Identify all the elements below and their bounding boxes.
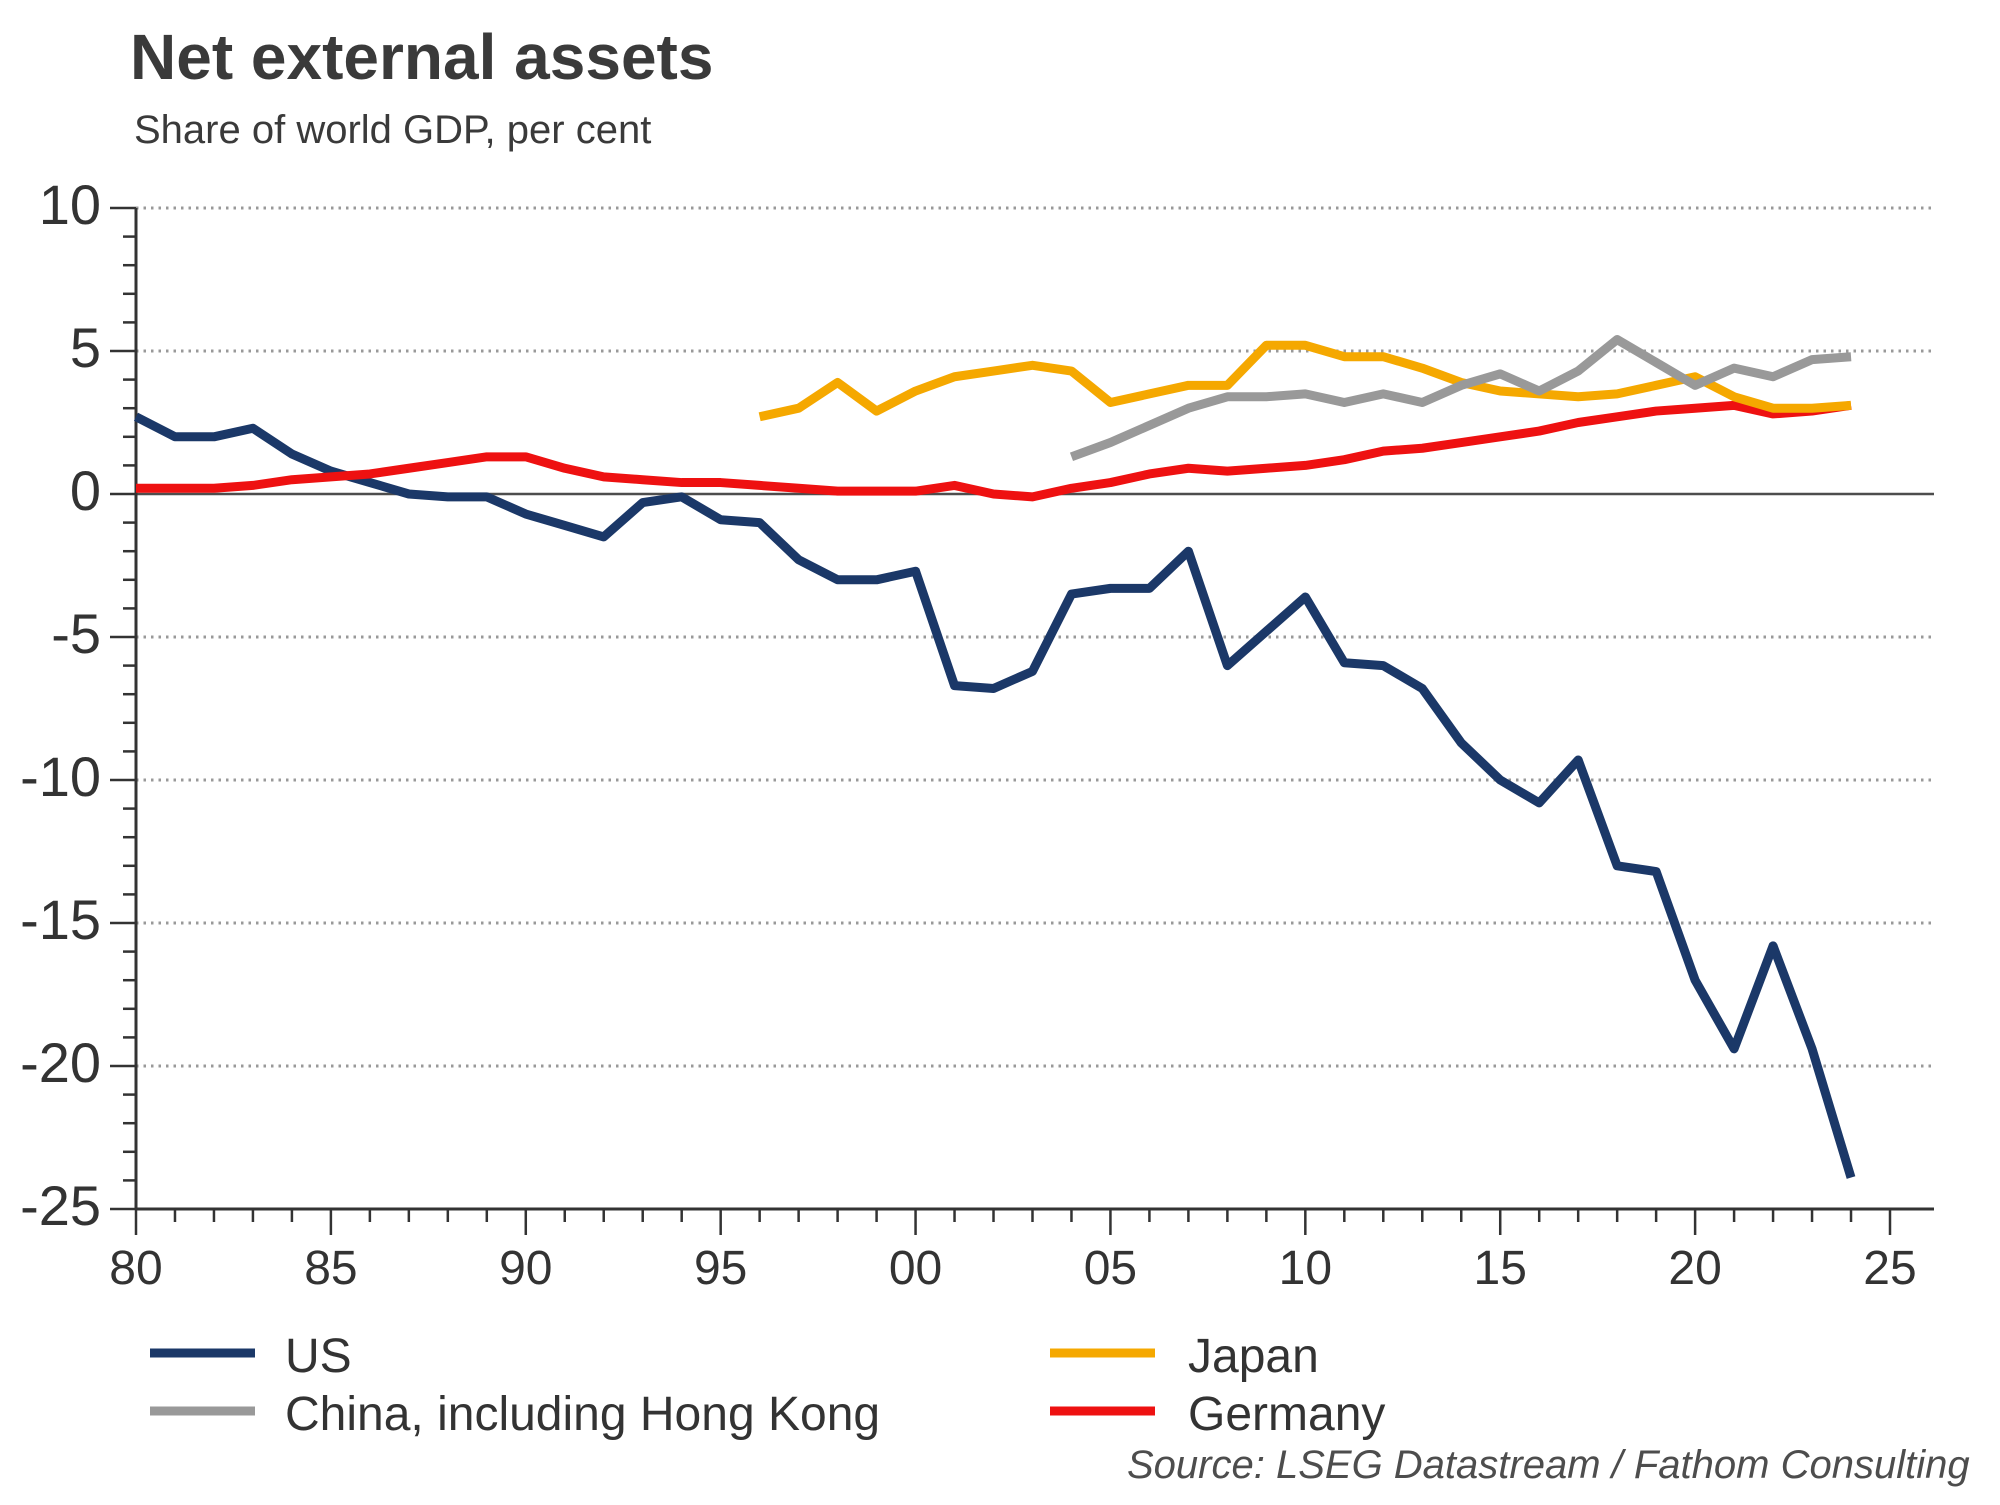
svg-text:05: 05 [1084,1242,1137,1295]
svg-text:10: 10 [39,173,101,236]
svg-text:80: 80 [109,1242,162,1295]
svg-text:10: 10 [1279,1242,1332,1295]
svg-text:-15: -15 [20,888,101,951]
svg-text:-5: -5 [51,602,101,665]
svg-text:Japan: Japan [1188,1330,1319,1383]
svg-text:95: 95 [694,1242,747,1295]
svg-text:85: 85 [304,1242,357,1295]
svg-text:00: 00 [889,1242,942,1295]
svg-text:15: 15 [1474,1242,1527,1295]
svg-text:25: 25 [1863,1242,1916,1295]
svg-text:China, including Hong Kong: China, including Hong Kong [285,1388,880,1441]
svg-text:90: 90 [499,1242,552,1295]
svg-text:Source: LSEG Datastream / Fath: Source: LSEG Datastream / Fathom Consult… [1127,1443,1970,1487]
svg-text:-10: -10 [20,745,101,808]
svg-text:Germany: Germany [1188,1388,1385,1441]
svg-text:20: 20 [1668,1242,1721,1295]
svg-text:-20: -20 [20,1031,101,1094]
svg-text:5: 5 [70,316,101,379]
svg-text:-25: -25 [20,1174,101,1237]
svg-text:US: US [285,1330,352,1383]
svg-text:0: 0 [70,459,101,522]
